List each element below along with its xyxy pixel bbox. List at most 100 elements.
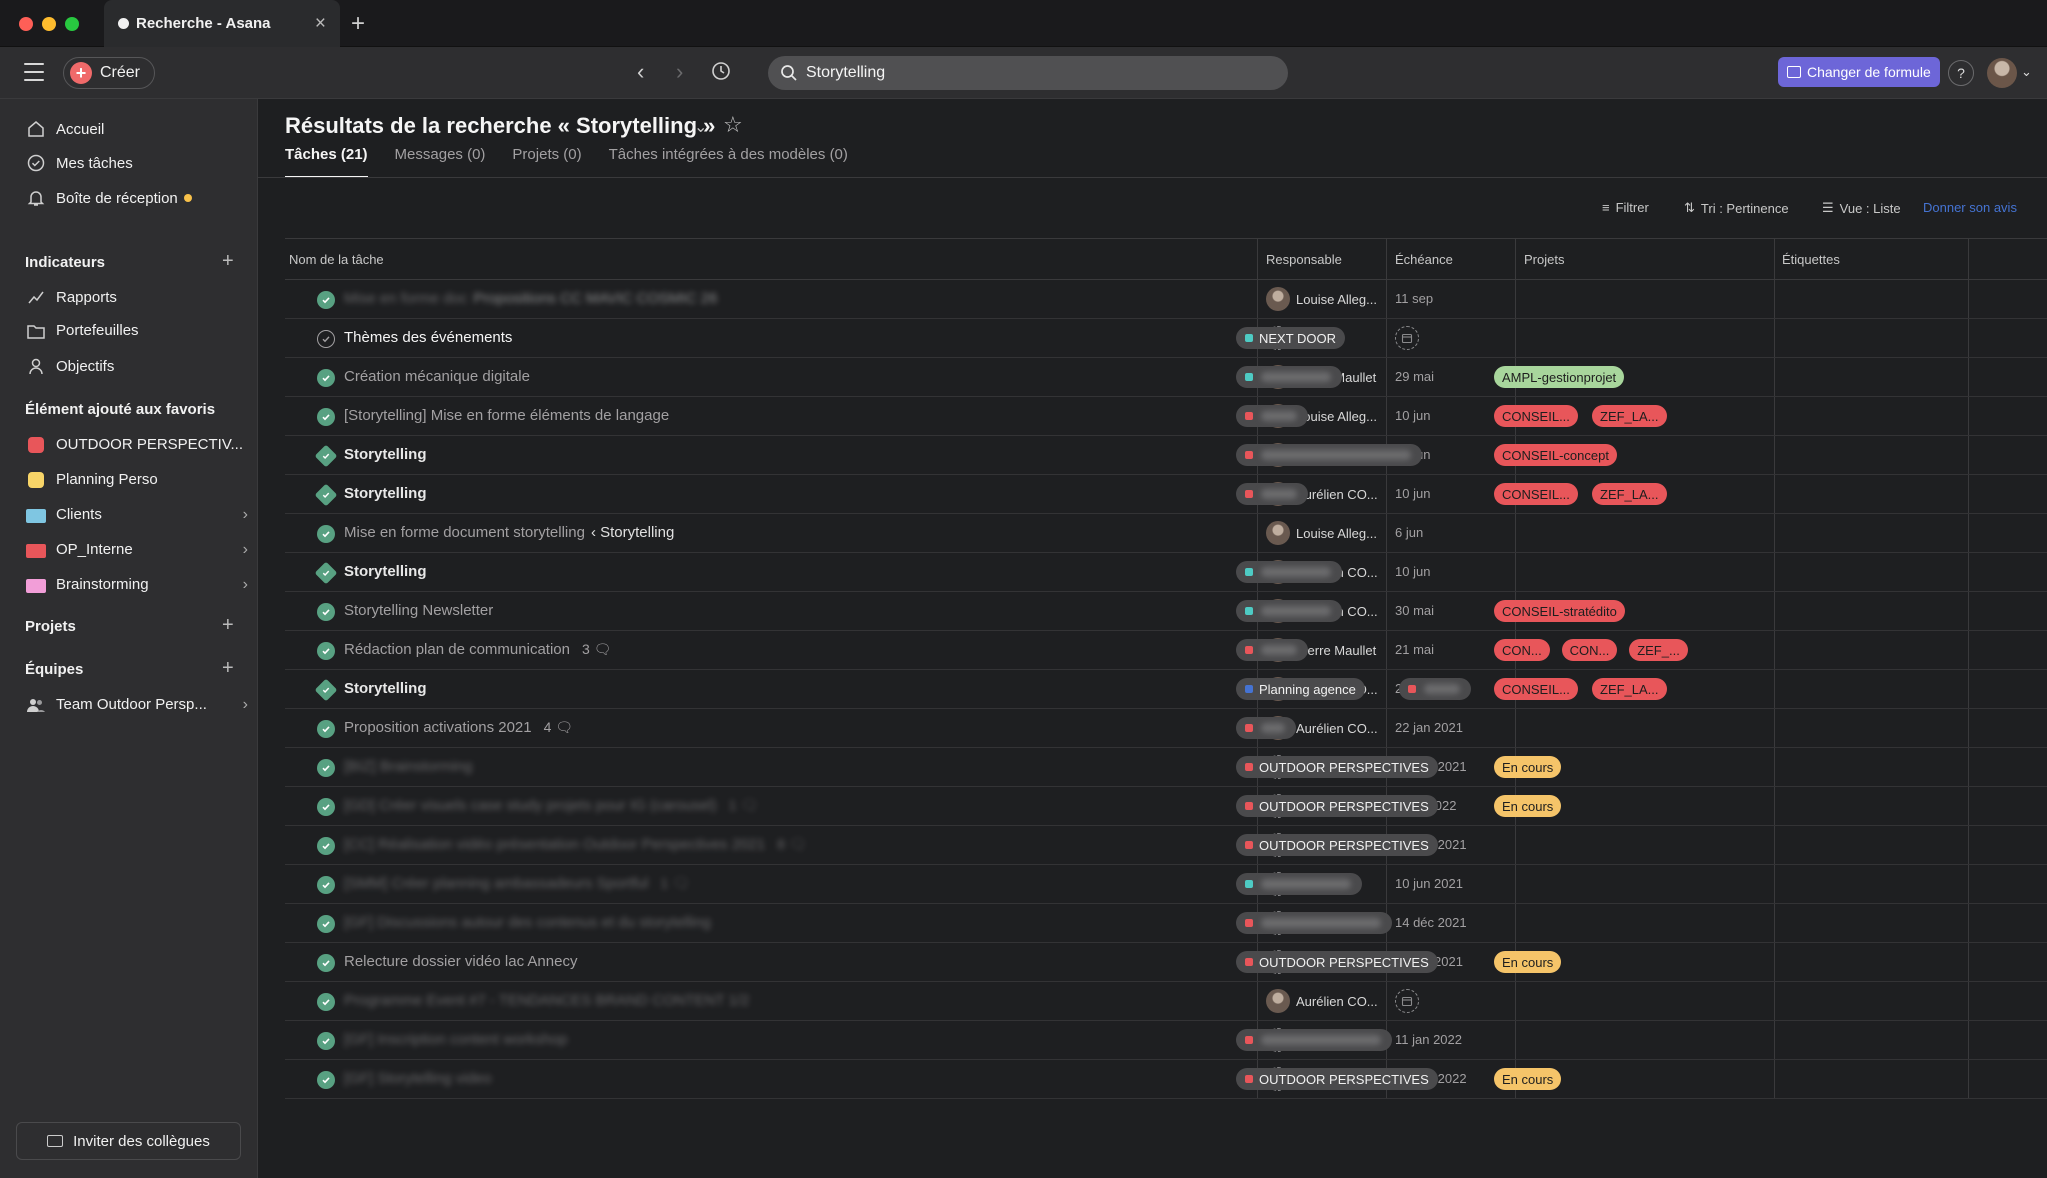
tag-pill[interactable]: AMPL-gestionprojet: [1494, 366, 1625, 388]
window-minimize-button[interactable]: [42, 17, 56, 31]
project-pill[interactable]: [1236, 717, 1296, 739]
task-name[interactable]: [Storytelling] Mise en forme éléments de…: [344, 407, 669, 424]
project-pill[interactable]: OUTDOOR PERSPECTIVES: [1236, 951, 1438, 973]
add-indicator-icon[interactable]: +: [222, 250, 234, 272]
chevron-down-icon[interactable]: ⌄: [2021, 64, 2032, 79]
project-pill[interactable]: [1236, 639, 1308, 661]
due-date[interactable]: 21 mai: [1395, 642, 1435, 657]
task-name[interactable]: Thèmes des événements: [344, 329, 512, 346]
table-row[interactable]: Thèmes des événements NEXT DOOR: [285, 319, 2047, 358]
project-pill[interactable]: [1236, 912, 1392, 934]
due-date[interactable]: 22 jan 2021: [1395, 720, 1463, 735]
history-clock-icon[interactable]: [711, 61, 731, 87]
assignee-cell[interactable]: Louise Alleg...: [1266, 521, 1377, 545]
task-complete-checkbox[interactable]: [317, 954, 335, 972]
chevron-right-icon[interactable]: ›: [242, 540, 248, 558]
project-pill[interactable]: OUTDOOR PERSPECTIVES: [1236, 795, 1438, 817]
feedback-link[interactable]: Donner son avis: [1923, 200, 2017, 215]
task-name[interactable]: [GF] Inscription content workshop: [344, 1031, 567, 1048]
project-pill[interactable]: [1236, 483, 1308, 505]
menu-toggle-icon[interactable]: [24, 63, 44, 81]
tag-pill[interactable]: ZEF_LA...: [1592, 483, 1667, 505]
table-row[interactable]: Storytelling Aurélien CO... 10 jun CONSEIL.…: [285, 475, 2047, 514]
task-complete-checkbox[interactable]: [317, 876, 335, 894]
milestone-check-icon[interactable]: [314, 678, 338, 702]
due-date[interactable]: 14 déc 2021: [1395, 915, 1467, 930]
project-pill[interactable]: [1236, 405, 1308, 427]
project-pill[interactable]: [1399, 678, 1471, 700]
task-name[interactable]: Mise en forme doc Propositions CC MAVIC C…: [344, 290, 717, 307]
task-complete-checkbox[interactable]: [317, 915, 335, 933]
favorites-section-title[interactable]: Élément ajouté aux favoris: [25, 401, 216, 418]
table-row[interactable]: [GF] Storytelling video21 nov 2022OUTDOO…: [285, 1060, 2047, 1099]
close-tab-icon[interactable]: ×: [314, 12, 326, 34]
teams-section-title[interactable]: Équipes: [25, 661, 84, 678]
chevron-right-icon[interactable]: ›: [242, 575, 248, 593]
task-complete-checkbox[interactable]: [317, 993, 335, 1011]
task-complete-checkbox[interactable]: [317, 408, 335, 426]
table-row[interactable]: Mise en forme document storytelling ‹ Sto…: [285, 514, 2047, 553]
project-pill[interactable]: Planning agence: [1236, 678, 1365, 700]
tag-pill[interactable]: CON...: [1561, 639, 1618, 661]
column-header-tags[interactable]: Étiquettes: [1782, 252, 1840, 267]
tag-pill[interactable]: CONSEIL-stratédito: [1494, 600, 1625, 622]
sort-button[interactable]: ⇅ Tri : Pertinence: [1684, 200, 1789, 216]
due-date[interactable]: 29 mai: [1395, 369, 1435, 384]
task-name[interactable]: Storytelling: [344, 680, 427, 697]
window-close-button[interactable]: [19, 17, 33, 31]
table-row[interactable]: [GD] Créer visuels case study projets po…: [285, 787, 2047, 826]
tag-pill[interactable]: CONSEIL...: [1494, 678, 1578, 700]
tag-pill[interactable]: ZEF_LA...: [1592, 405, 1667, 427]
table-row[interactable]: Création mécanique digitalePierre Maulle…: [285, 358, 2047, 397]
table-row[interactable]: [GF] Inscription content workshop 11 jan …: [285, 1021, 2047, 1060]
browser-tab[interactable]: Recherche - Asana ×: [104, 0, 340, 47]
tag-pill[interactable]: En cours: [1494, 756, 1562, 778]
filter-button[interactable]: ≡ Filtrer: [1602, 200, 1649, 215]
task-name[interactable]: [GF] Storytelling video: [344, 1070, 492, 1087]
calendar-icon[interactable]: [1395, 326, 1419, 350]
column-header-projects[interactable]: Projets: [1524, 252, 1565, 267]
table-row[interactable]: Rédaction plan de communication 3 🗨 Pierre…: [285, 631, 2047, 670]
tag-pill[interactable]: En cours: [1494, 951, 1562, 973]
tag-pill[interactable]: CONSEIL...: [1494, 405, 1578, 427]
due-date[interactable]: 10 jun 2021: [1395, 876, 1463, 891]
task-name[interactable]: Storytelling: [344, 563, 427, 580]
sidebar-item-reports[interactable]: Rapports: [26, 288, 248, 306]
project-pill[interactable]: [1236, 444, 1422, 466]
task-complete-checkbox[interactable]: [317, 1032, 335, 1050]
task-name[interactable]: Rédaction plan de communication 3 🗨: [344, 641, 611, 658]
task-name[interactable]: Création mécanique digitale: [344, 368, 530, 385]
project-pill[interactable]: [1236, 600, 1342, 622]
table-row[interactable]: Proposition activations 2021 4 🗨 Aurélien …: [285, 709, 2047, 748]
task-complete-checkbox[interactable]: [317, 720, 335, 738]
task-name[interactable]: [GF] Discussions autour des contenus et …: [344, 914, 711, 931]
task-complete-checkbox[interactable]: [317, 1071, 335, 1089]
due-date[interactable]: 6 jun: [1395, 525, 1424, 540]
sidebar-item-inbox[interactable]: Boîte de réception: [26, 189, 248, 207]
sidebar-item-home[interactable]: Accueil: [26, 120, 248, 138]
tag-pill[interactable]: ZEF_LA...: [1592, 678, 1667, 700]
task-complete-checkbox[interactable]: [317, 837, 335, 855]
column-header-due-date[interactable]: Échéance: [1395, 252, 1453, 267]
new-tab-icon[interactable]: +: [351, 10, 366, 37]
project-pill[interactable]: [1236, 561, 1342, 583]
due-date[interactable]: 10 jun: [1395, 486, 1431, 501]
calendar-icon[interactable]: [1395, 989, 1419, 1013]
chevron-right-icon[interactable]: ›: [242, 505, 248, 523]
project-pill[interactable]: [1236, 873, 1362, 895]
tag-pill[interactable]: CON...: [1494, 639, 1550, 661]
table-row[interactable]: [CC] Réalisation vidéo présentation Outd…: [285, 826, 2047, 865]
sidebar-item-goals[interactable]: Objectifs: [26, 357, 248, 375]
task-complete-checkbox[interactable]: [317, 525, 335, 543]
task-complete-checkbox[interactable]: [317, 759, 335, 777]
tab-tasks[interactable]: Tâches (21): [285, 146, 368, 178]
column-header-assignee[interactable]: Responsable: [1266, 252, 1342, 267]
table-row[interactable]: Mise en forme doc Propositions CC MAVIC C…: [285, 280, 2047, 319]
assignee-cell[interactable]: Louise Alleg...: [1266, 287, 1377, 311]
tab-messages[interactable]: Messages (0): [394, 146, 486, 163]
sidebar-item-my-tasks[interactable]: Mes tâches: [26, 154, 248, 172]
task-name[interactable]: Relecture dossier vidéo lac Annecy: [344, 953, 577, 970]
sidebar-item-outdoor-perspectives[interactable]: OUTDOOR PERSPECTIV...: [26, 436, 248, 453]
project-pill[interactable]: OUTDOOR PERSPECTIVES: [1236, 756, 1438, 778]
